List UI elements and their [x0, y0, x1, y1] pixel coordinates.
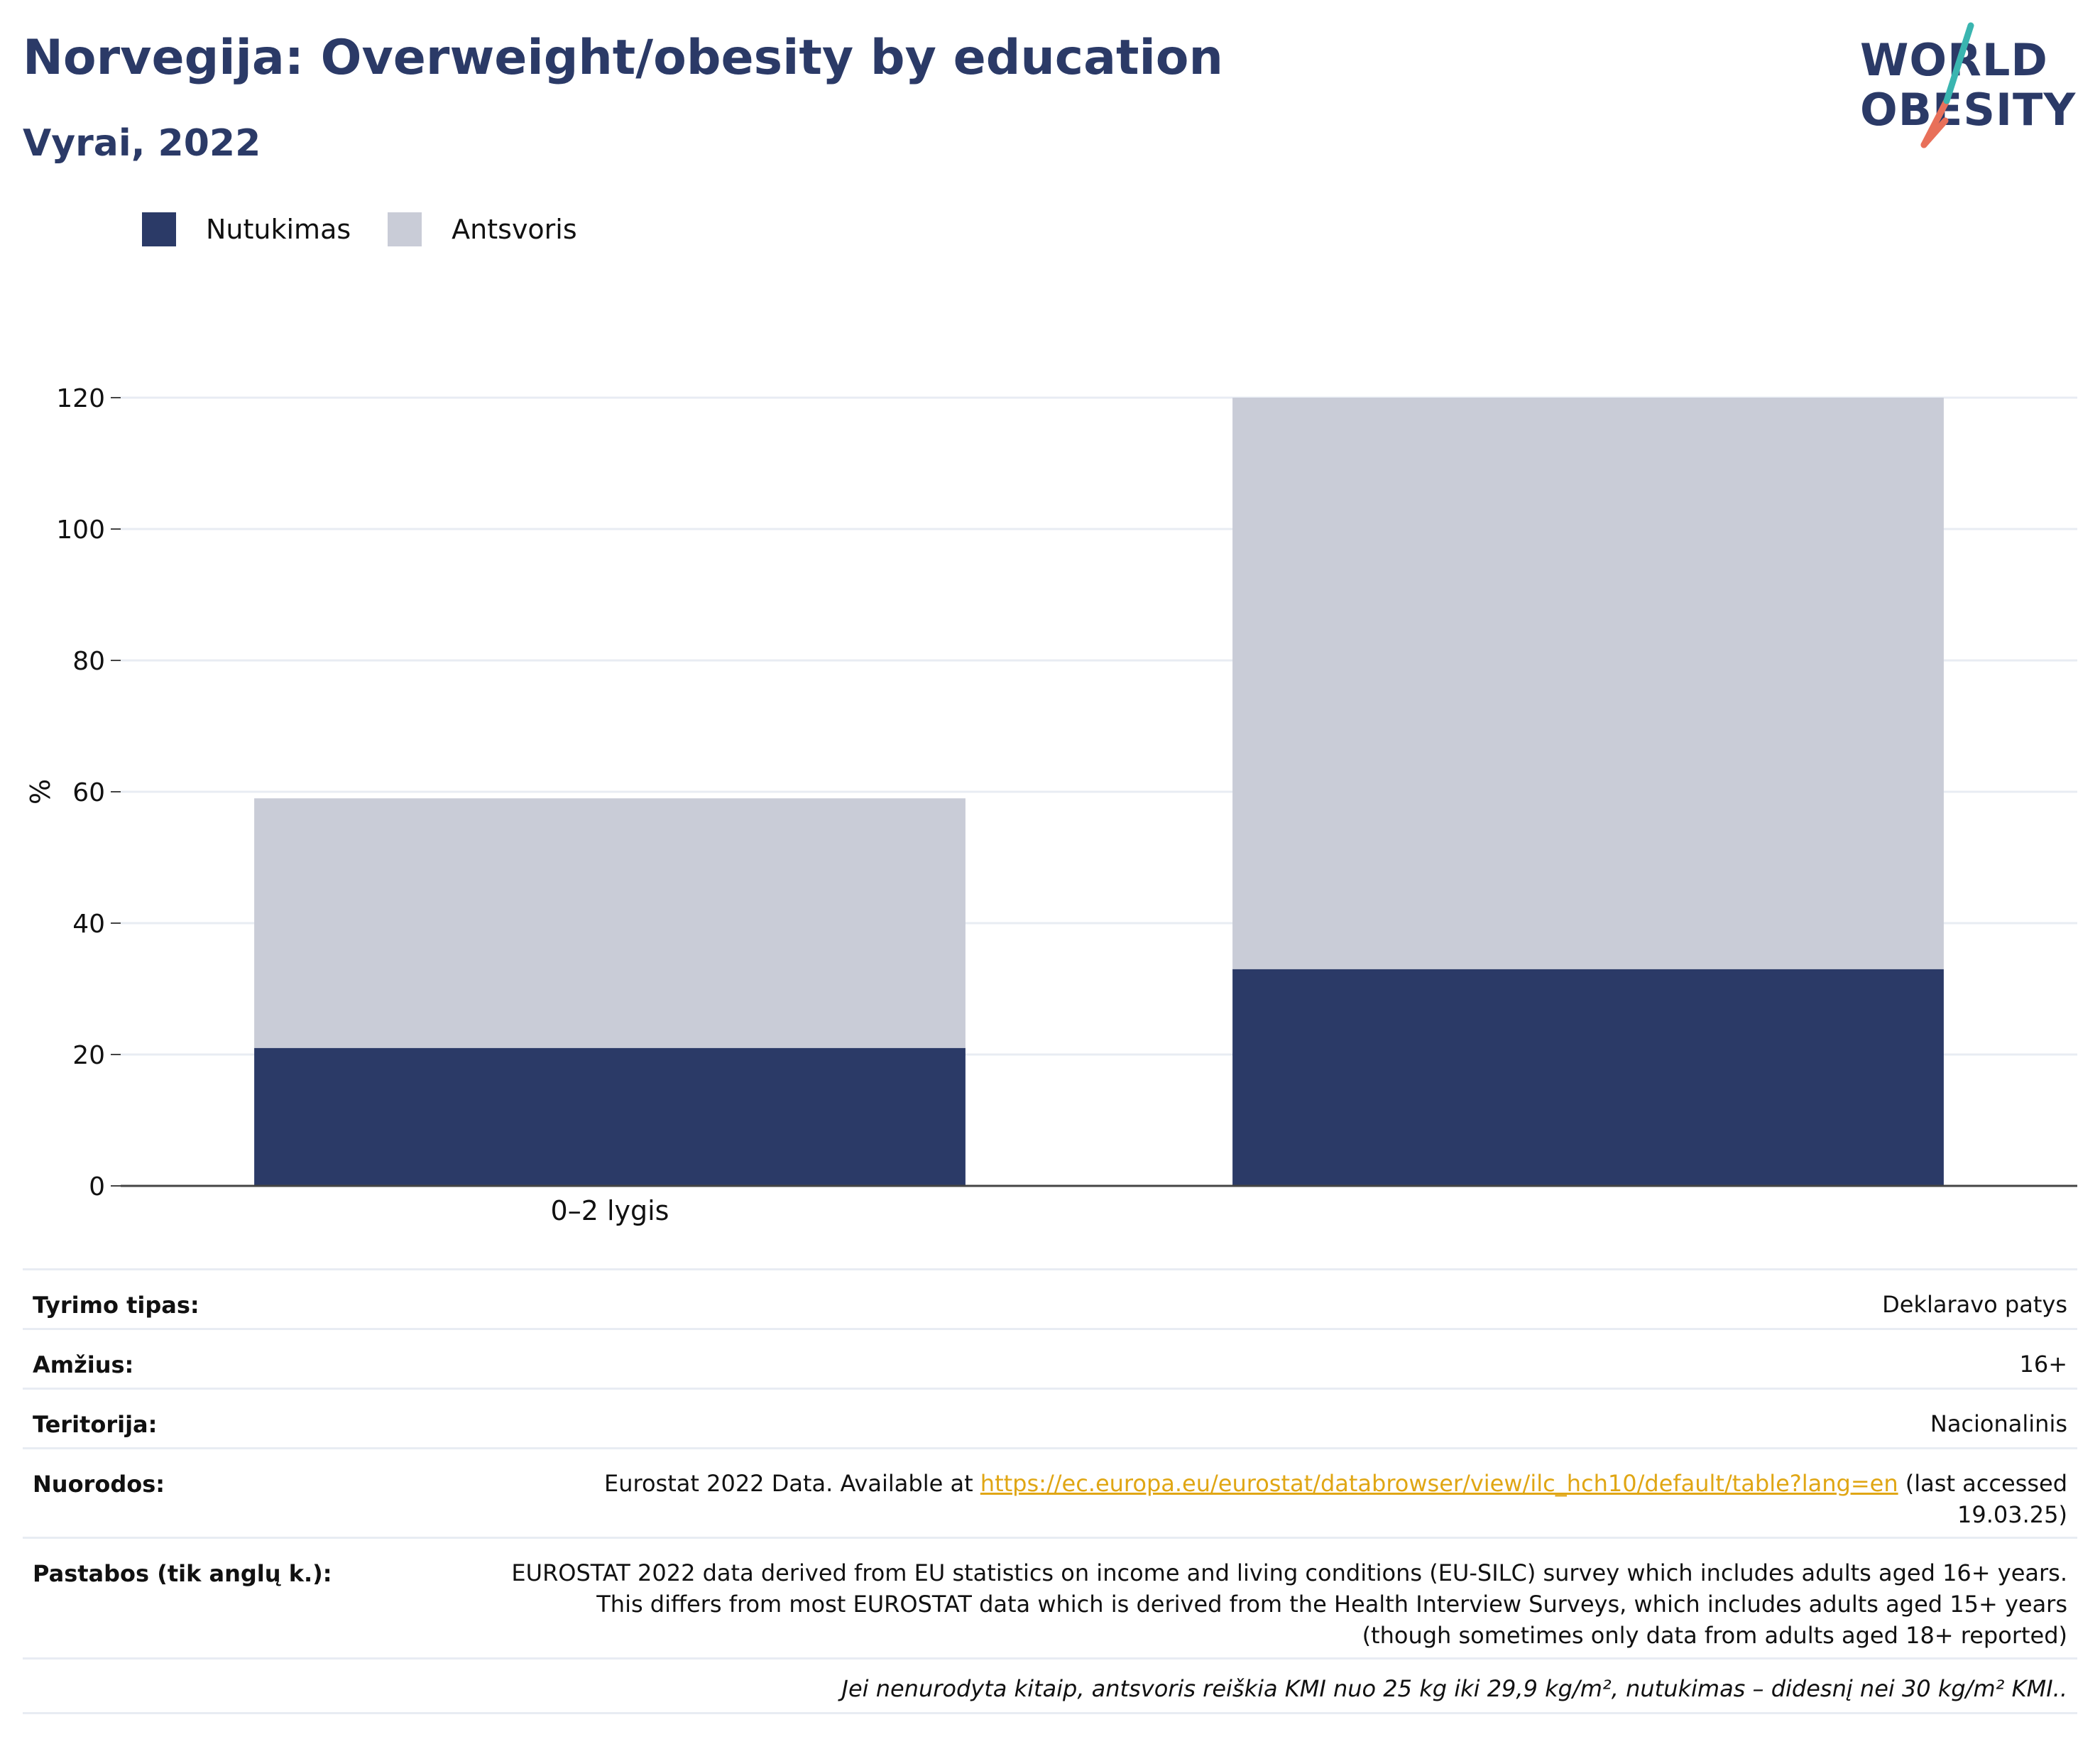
- x-tick-label: 0–2 lygis: [551, 1195, 669, 1226]
- references-suffix: (last accessed 19.03.25): [1898, 1470, 2067, 1528]
- info-label-survey-type: Tyrimo tipas:: [33, 1292, 199, 1319]
- bar-chart: 0 20 40 60 80 100 120% 0–2 lygis: [25, 384, 2077, 1226]
- legend-label-obesity: Nutukimas: [206, 214, 351, 245]
- page-subtitle: Vyrai, 2022: [23, 122, 261, 165]
- legend-label-overweight: Antsvoris: [452, 214, 577, 245]
- info-value-territory: Nacionalinis: [1930, 1410, 2067, 1437]
- info-row-notes: Pastabos (tik anglų k.): EUROSTAT 2022 d…: [23, 1537, 2077, 1657]
- bar-overweight: [1232, 398, 1944, 969]
- y-tick-label: 120: [56, 384, 105, 413]
- y-tick-label: 0: [89, 1172, 105, 1202]
- logo-slash-icon: [1920, 22, 1974, 148]
- info-value-references: Eurostat 2022 Data. Available at https:/…: [576, 1468, 2067, 1530]
- footnote: Jei nenurodyta kitaip, antsvoris reiškia…: [23, 1657, 2077, 1714]
- legend-item-overweight[interactable]: Antsvoris: [388, 212, 577, 246]
- y-tick-label: 20: [72, 1041, 105, 1070]
- info-label-age: Amžius:: [33, 1351, 134, 1378]
- y-tick-label: 40: [72, 910, 105, 939]
- page-title: Norvegija: Overweight/obesity by educati…: [23, 30, 1223, 86]
- logo-line-2: OBESITY: [1860, 84, 2077, 136]
- legend-swatch-obesity: [142, 212, 176, 246]
- y-tick-label: 80: [72, 647, 105, 676]
- world-obesity-logo: WORLD OBESITY: [1846, 21, 2087, 149]
- info-value-age: 16+: [2019, 1351, 2067, 1378]
- info-label-territory: Teritorija:: [33, 1411, 158, 1438]
- legend-item-obesity[interactable]: Nutukimas: [142, 212, 351, 246]
- bar-overweight: [254, 798, 966, 1048]
- y-axis-label: %: [25, 779, 56, 805]
- bar-obesity: [1232, 969, 1944, 1186]
- chart-legend: Nutukimas Antsvoris: [142, 212, 614, 247]
- y-tick-label: 100: [56, 516, 105, 545]
- references-link[interactable]: https://ec.europa.eu/eurostat/databrowse…: [980, 1470, 1898, 1497]
- info-row-survey-type: Tyrimo tipas: Deklaravo patys: [23, 1268, 2077, 1328]
- info-value-survey-type: Deklaravo patys: [1882, 1291, 2067, 1318]
- info-label-notes: Pastabos (tik anglų k.):: [33, 1560, 332, 1587]
- info-value-notes: EUROSTAT 2022 data derived from EU stati…: [511, 1559, 2067, 1649]
- bar-obesity: [254, 1047, 966, 1186]
- info-label-references: Nuorodos:: [33, 1471, 165, 1498]
- info-row-territory: Teritorija: Nacionalinis: [23, 1388, 2077, 1447]
- y-tick-label: 60: [72, 778, 105, 807]
- references-prefix: Eurostat 2022 Data. Available at: [604, 1470, 980, 1497]
- info-row-age: Amžius: 16+: [23, 1328, 2077, 1388]
- info-row-references: Nuorodos: Eurostat 2022 Data. Available …: [23, 1447, 2077, 1537]
- legend-swatch-overweight: [388, 212, 422, 246]
- info-table: Tyrimo tipas: Deklaravo patys Amžius: 16…: [23, 1268, 2077, 1714]
